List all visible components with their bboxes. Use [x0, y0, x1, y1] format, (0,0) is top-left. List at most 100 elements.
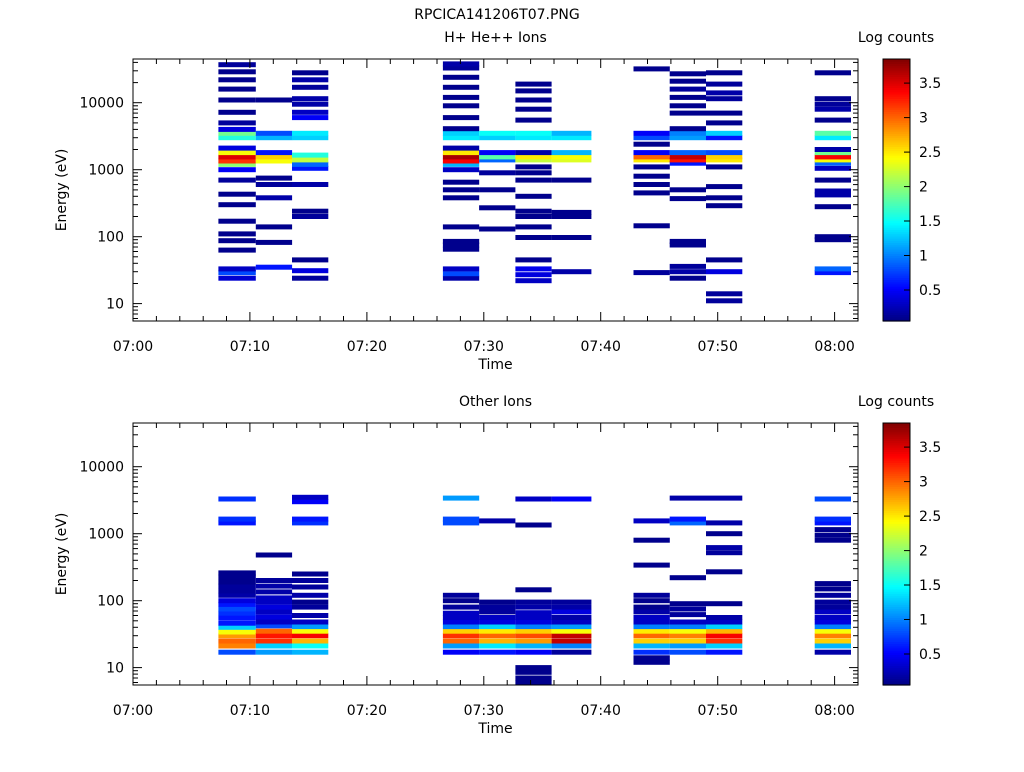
heatmap-cell [442, 520, 480, 526]
x-tick-label: 07:40 [581, 339, 621, 355]
heatmap-cell [255, 614, 293, 620]
heatmap-cell [255, 595, 293, 601]
heatmap-cell [633, 655, 670, 661]
colorbar-band [883, 109, 910, 112]
heatmap-cell [706, 638, 743, 644]
colorbar-band [883, 678, 910, 682]
colorbar-band [883, 277, 910, 281]
heatmap-cell [255, 583, 293, 589]
heatmap-cell [255, 623, 293, 629]
colorbar-band [883, 610, 910, 614]
heatmap-cell [255, 264, 293, 270]
heatmap-cell [479, 599, 516, 605]
colorbar-band [883, 183, 910, 187]
heatmap-cell [515, 278, 552, 284]
colorbar-band [883, 521, 910, 525]
colorbar-band [883, 554, 910, 557]
heatmap-cell [551, 154, 592, 160]
heatmap-cell [292, 520, 329, 526]
heatmap-cell [515, 170, 552, 176]
heatmap-cell [442, 130, 480, 136]
colorbar-band [883, 144, 910, 147]
heatmap-cell [218, 158, 256, 164]
colorbar-band [883, 569, 910, 573]
colorbar-band [883, 536, 910, 540]
colorbar-band [883, 510, 910, 514]
heatmap-cell [292, 619, 329, 625]
heatmap-cell [706, 495, 743, 501]
heatmap-cell [633, 659, 670, 665]
colorbar-band [883, 628, 910, 632]
colorbar-band [883, 431, 910, 435]
x-tick-label: 07:00 [113, 703, 153, 719]
heatmap-cell [515, 130, 552, 136]
colorbar-band [883, 486, 910, 490]
colorbar-band [883, 115, 910, 119]
panel-title: H+ He++ Ions [444, 30, 547, 46]
heatmap-cell [218, 126, 256, 132]
colorbar-band [883, 299, 910, 302]
colorbar-band [883, 268, 910, 272]
colorbar-band [883, 286, 910, 289]
colorbar-band [883, 238, 910, 241]
heatmap-cell [633, 633, 670, 639]
heatmap-cell [551, 135, 592, 141]
colorbar-band [883, 185, 910, 189]
heatmap-cell [255, 589, 293, 595]
heatmap-cell [814, 270, 851, 276]
colorbar-band [883, 490, 910, 494]
colorbar-band [883, 488, 910, 492]
colorbar-band [883, 181, 910, 185]
heatmap-cell [633, 182, 670, 187]
colorbar-band [883, 117, 910, 121]
heatmap-cell [292, 152, 329, 158]
heatmap-cell [814, 150, 851, 156]
colorbar-tick-label: 1.5 [919, 578, 941, 594]
heatmap-cell [814, 537, 851, 543]
colorbar-band [883, 447, 910, 450]
colorbar-band [883, 96, 910, 99]
colorbar-band [883, 111, 910, 115]
heatmap-cell [255, 158, 293, 164]
heatmap-cell [292, 624, 329, 630]
heatmap-cell [669, 242, 706, 248]
colorbar-band [883, 170, 910, 174]
heatmap-cell [551, 599, 592, 605]
colorbar-band [883, 495, 910, 498]
colorbar-band [883, 621, 910, 625]
colorbar-band [883, 255, 910, 259]
heatmap-cell [633, 270, 670, 276]
colorbar-band [883, 575, 910, 579]
heatmap-cell [669, 86, 706, 92]
heatmap-cell [218, 270, 256, 276]
colorbar-band [883, 128, 910, 132]
colorbar-band [883, 59, 910, 62]
heatmap-cell [551, 496, 592, 502]
colorbar-band [883, 196, 910, 200]
colorbar-band [883, 623, 910, 627]
colorbar-band [883, 438, 910, 442]
colorbar-band [883, 512, 910, 516]
colorbar-band [883, 436, 910, 439]
colorbar-band [883, 200, 910, 204]
heatmap-cell [218, 69, 256, 75]
heatmap-cell [292, 96, 329, 102]
colorbar-band [883, 427, 910, 431]
heatmap-cell [442, 619, 480, 625]
heatmap-cell [814, 527, 851, 533]
colorbar-band [883, 203, 910, 206]
heatmap-cell [292, 516, 329, 522]
heatmap-cell [706, 130, 743, 136]
heatmap-cell [218, 150, 256, 156]
heatmap-cell [442, 154, 480, 160]
heatmap-cell [633, 592, 670, 598]
heatmap-cell [292, 165, 329, 171]
heatmap-cell [515, 97, 552, 103]
heatmap-cell [292, 268, 329, 274]
heatmap-cell [255, 604, 293, 610]
heatmap-cell [442, 628, 480, 634]
colorbar-band [883, 229, 910, 233]
colorbar-band [883, 442, 910, 446]
heatmap-cell [706, 157, 743, 163]
colorbar-band [883, 578, 910, 581]
